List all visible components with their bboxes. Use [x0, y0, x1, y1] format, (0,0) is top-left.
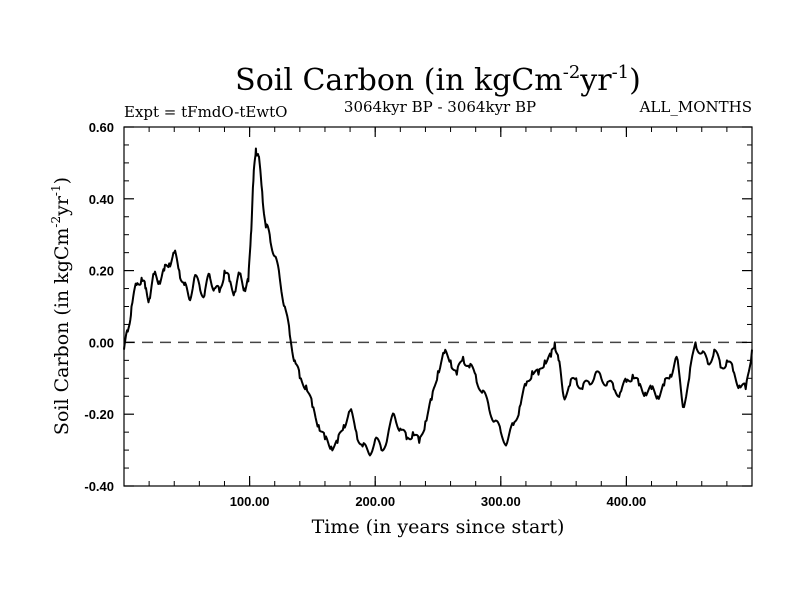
title-exponent-1: -2	[563, 62, 581, 83]
chart-title: Soil Carbon (in kgCm-2yr-1)	[235, 62, 641, 98]
ylabel-exponent-1: -2	[49, 216, 63, 228]
soil-carbon-series-line	[123, 147, 753, 457]
ylabel-exponent-2: -1	[49, 184, 63, 196]
y-axis-label: Soil Carbon (in kgCm-2yr-1)	[49, 177, 73, 435]
ylabel-main: Soil Carbon (in kgCm	[51, 228, 73, 435]
subtitle-left: Expt = tFmdO-tEwtO	[124, 103, 287, 121]
x-axis-label: Time (in years since start)	[312, 516, 565, 538]
ylabel-mid: yr	[51, 195, 73, 217]
subtitle-center: 3064kyr BP - 3064kyr BP	[344, 98, 536, 116]
title-exponent-2: -1	[612, 62, 630, 83]
x-tick-label: 100.00	[230, 494, 270, 509]
y-tick-label: 0.20	[89, 264, 114, 279]
x-tick-label: 400.00	[607, 494, 647, 509]
subtitle-right: ALL_MONTHS	[639, 98, 752, 116]
x-tick-label: 200.00	[355, 494, 395, 509]
title-mid: yr	[579, 63, 612, 98]
y-tick-label: 0.40	[89, 192, 114, 207]
y-tick-label: 0.00	[89, 335, 114, 350]
title-main: Soil Carbon (in kgCm	[235, 63, 563, 98]
x-tick-label: 300.00	[481, 494, 521, 509]
ylabel-close: )	[51, 177, 73, 184]
title-close: )	[629, 63, 641, 98]
y-tick-label: 0.60	[89, 120, 114, 135]
y-tick-label: -0.40	[84, 479, 114, 494]
axis-ticks: 100.00 200.00 300.00 400.00 -0.40 -0.20 0.00 0.…	[84, 120, 752, 509]
y-tick-label: -0.20	[84, 407, 114, 422]
plot-frame	[123, 126, 753, 487]
